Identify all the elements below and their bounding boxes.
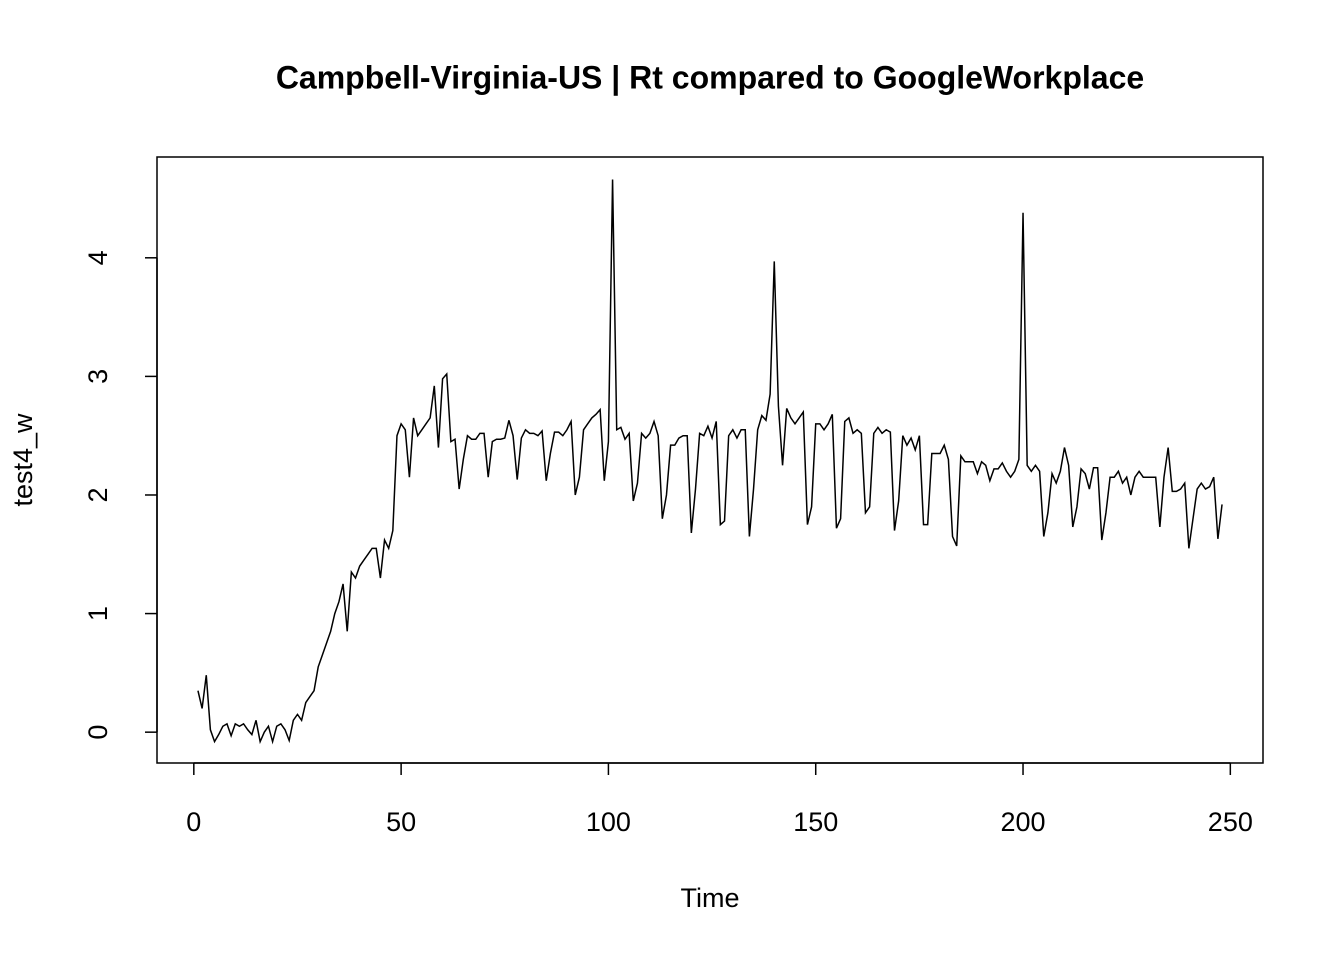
y-tick-label: 4 <box>83 250 113 265</box>
x-tick-label: 100 <box>586 807 631 837</box>
plot-box <box>156 156 1264 764</box>
data-line <box>197 179 1223 745</box>
y-tick-label: 2 <box>83 487 113 502</box>
x-tick-label: 150 <box>793 807 838 837</box>
x-tick-label: 0 <box>186 807 201 837</box>
chart-title: Campbell-Virginia-US | Rt compared to Go… <box>276 59 1144 95</box>
x-tick-label: 50 <box>386 807 416 837</box>
x-tick-label: 200 <box>1000 807 1045 837</box>
y-tick-label: 1 <box>83 606 113 621</box>
y-tick-label: 3 <box>83 369 113 384</box>
y-axis-label: test4_w <box>8 413 38 507</box>
x-axis-label: Time <box>681 883 740 913</box>
x-tick-label: 250 <box>1208 807 1253 837</box>
y-tick-label: 0 <box>83 725 113 740</box>
